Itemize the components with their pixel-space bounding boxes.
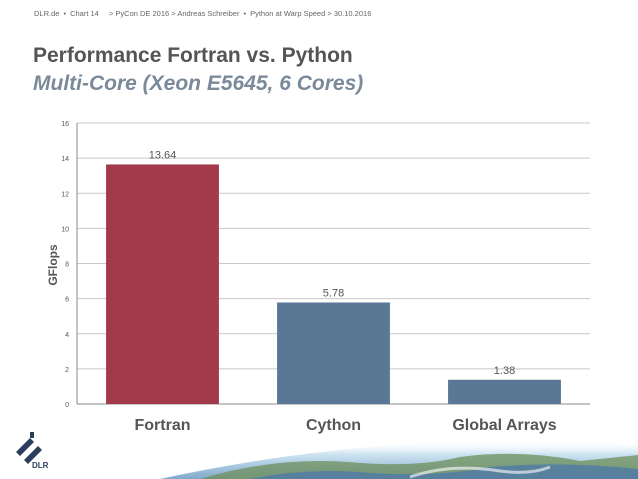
earth-banner-image — [160, 440, 638, 479]
y-tick-label: 10 — [61, 226, 69, 233]
y-tick-label: 0 — [65, 402, 69, 409]
bar-value-label: 13.64 — [149, 149, 177, 161]
bar-global-arrays — [448, 379, 561, 404]
chart-labels: 0 2 4 6 8 10 12 14 16 13.64 Fortran 5.78 Cython 1.38 G… — [61, 121, 557, 434]
y-tick-label: 14 — [61, 156, 69, 163]
dlr-logo-icon: DLR — [16, 432, 49, 470]
x-category-label: Fortran — [135, 417, 191, 434]
y-tick-label: 2 — [65, 367, 69, 374]
y-tick-label: 12 — [61, 191, 69, 198]
x-category-label: Cython — [306, 417, 361, 434]
y-tick-label: 4 — [65, 332, 69, 339]
y-tick-label: 6 — [65, 297, 69, 304]
y-axis-label: GFlops — [46, 244, 60, 286]
bar-value-label: 1.38 — [494, 365, 515, 377]
header-separator-2: • — [243, 9, 247, 18]
slide-header: DLR.de • Chart 14 > PyCon DE 2016 > Andrea… — [34, 9, 371, 18]
header-site: DLR.de — [34, 9, 60, 18]
header-separator: • — [63, 9, 67, 18]
dlr-logo-text: DLR — [32, 461, 49, 470]
y-tick-label: 16 — [61, 121, 69, 128]
dlr-logo: DLR — [10, 430, 50, 475]
y-tick-label: 8 — [65, 262, 69, 269]
x-category-label: Global Arrays — [452, 417, 556, 434]
header-breadcrumb: > PyCon DE 2016 > Andreas Schreiber — [108, 9, 240, 18]
header-chart-number: Chart 14 — [70, 9, 99, 18]
chart-bars — [106, 164, 561, 404]
bar-cython — [277, 302, 390, 404]
bar-fortran — [106, 164, 219, 404]
header-talk: Python at Warp Speed > 30.10.2016 — [250, 9, 372, 18]
bar-value-label: 5.78 — [323, 287, 344, 299]
slide-title: Performance Fortran vs. Python — [33, 44, 353, 67]
slide-subtitle: Multi-Core (Xeon E5645, 6 Cores) — [33, 72, 364, 95]
